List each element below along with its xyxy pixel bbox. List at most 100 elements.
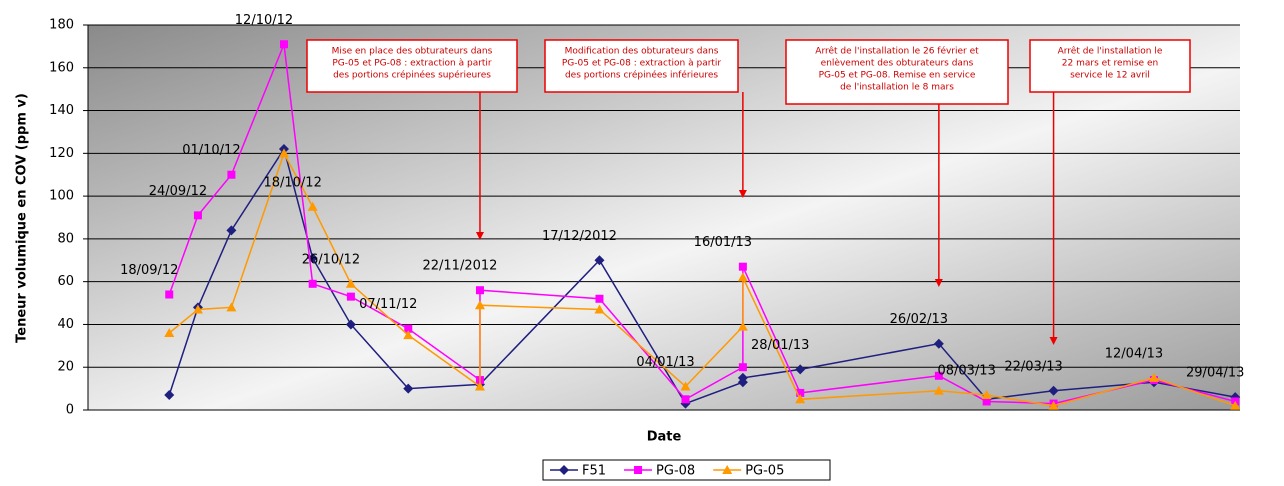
point-label: 18/09/12 [120, 263, 178, 278]
marker [681, 395, 690, 404]
y-tick-label: 180 [49, 18, 74, 33]
callout-arrowhead [934, 279, 943, 287]
point-label: 04/01/13 [636, 355, 694, 370]
callout-arrowhead [738, 190, 747, 198]
y-tick-label: 60 [57, 274, 74, 289]
callout-text: enlèvement des obturateurs dans [821, 58, 974, 69]
marker [227, 170, 236, 179]
point-label: 26/02/13 [890, 312, 948, 327]
point-label: 22/11/2012 [422, 259, 497, 274]
marker [279, 40, 288, 49]
marker [346, 292, 355, 301]
callout-text: Mise en place des obturateurs dans [332, 47, 493, 57]
legend-label: PG-08 [656, 464, 695, 479]
y-tick-label: 160 [49, 60, 74, 75]
marker [226, 302, 237, 312]
marker [403, 383, 414, 394]
callout-arrowhead [475, 232, 484, 240]
legend-marker [559, 465, 569, 475]
marker [738, 262, 747, 271]
marker [737, 272, 748, 282]
point-label: 17/12/2012 [542, 229, 617, 244]
point-label: 12/10/12 [235, 13, 293, 28]
marker [1048, 385, 1059, 396]
y-axis-label: Teneur volumique en COV (ppm v) [15, 93, 30, 343]
marker [1148, 372, 1159, 382]
y-tick-label: 100 [49, 189, 74, 204]
marker [1230, 400, 1241, 410]
point-label: 18/10/12 [263, 175, 321, 190]
point-label: 28/01/13 [751, 338, 809, 353]
callout-box [544, 39, 739, 93]
callout-text: 22 mars et remise en [1062, 59, 1158, 69]
callout-text: des portions crépinées supérieures [333, 70, 491, 81]
point-label: 07/11/12 [359, 297, 417, 312]
marker [403, 330, 414, 340]
legend-marker [722, 465, 733, 474]
point-label: 24/09/12 [149, 184, 207, 199]
callout-arrowhead [1049, 337, 1058, 345]
marker [738, 363, 747, 372]
point-label: 12/04/13 [1105, 346, 1163, 361]
marker [981, 390, 992, 400]
marker [680, 381, 691, 391]
callout-text: PG-05 et PG-08. Remise en service [819, 71, 976, 81]
y-tick-label: 20 [57, 360, 74, 375]
marker [278, 148, 289, 158]
marker [737, 372, 748, 383]
marker [308, 279, 317, 288]
point-label: 01/10/12 [182, 143, 240, 158]
marker [795, 394, 806, 404]
callout-box [306, 39, 518, 93]
marker [193, 211, 202, 220]
marker [165, 290, 174, 299]
marker [796, 388, 805, 397]
marker [164, 390, 175, 401]
legend-label: F51 [582, 464, 606, 479]
callout-text: des portions crépinées inférieures [565, 70, 718, 81]
y-tick-label: 0 [66, 403, 74, 418]
legend-label: PG-05 [745, 464, 784, 479]
marker [594, 304, 605, 314]
marker [795, 364, 806, 375]
callout-text: de l'installation le 8 mars [840, 83, 954, 93]
marker [933, 385, 944, 395]
callout-box [1029, 39, 1191, 93]
marker [404, 324, 413, 333]
y-tick-label: 80 [57, 231, 74, 246]
marker [192, 304, 203, 314]
marker [934, 371, 943, 380]
y-tick-label: 40 [57, 317, 74, 332]
callout-text: PG-05 et PG-08 : extraction à partir [562, 59, 722, 69]
marker [307, 201, 318, 211]
marker [475, 286, 484, 295]
callout-box [785, 39, 1009, 105]
marker [164, 328, 175, 337]
marker [982, 397, 991, 406]
callout-text: Arrêt de l'installation le [1058, 46, 1163, 57]
point-label: 22/03/13 [1004, 359, 1062, 374]
y-tick-label: 140 [49, 103, 74, 118]
point-label: 08/03/13 [937, 364, 995, 379]
legend [542, 459, 831, 481]
callout-text: Arrêt de l'installation le 26 février et [815, 46, 979, 57]
marker [737, 321, 748, 331]
marker [595, 294, 604, 303]
series-line [168, 147, 1236, 405]
marker [345, 278, 356, 288]
legend-marker [634, 466, 643, 474]
callout-text: Modification des obturateurs dans [565, 47, 719, 57]
callout-text: service le 12 avril [1070, 71, 1150, 81]
point-label: 26/10/12 [302, 252, 360, 267]
point-label: 16/01/13 [694, 235, 752, 250]
marker [345, 319, 356, 330]
marker [226, 225, 237, 236]
callout-text: PG-05 et PG-08 : extraction à partir [332, 59, 492, 69]
marker [474, 300, 485, 310]
marker [933, 338, 944, 349]
marker [474, 381, 485, 391]
point-label: 29/04/13 [1186, 366, 1244, 381]
marker [594, 255, 605, 266]
x-axis-label: Date [647, 430, 682, 445]
